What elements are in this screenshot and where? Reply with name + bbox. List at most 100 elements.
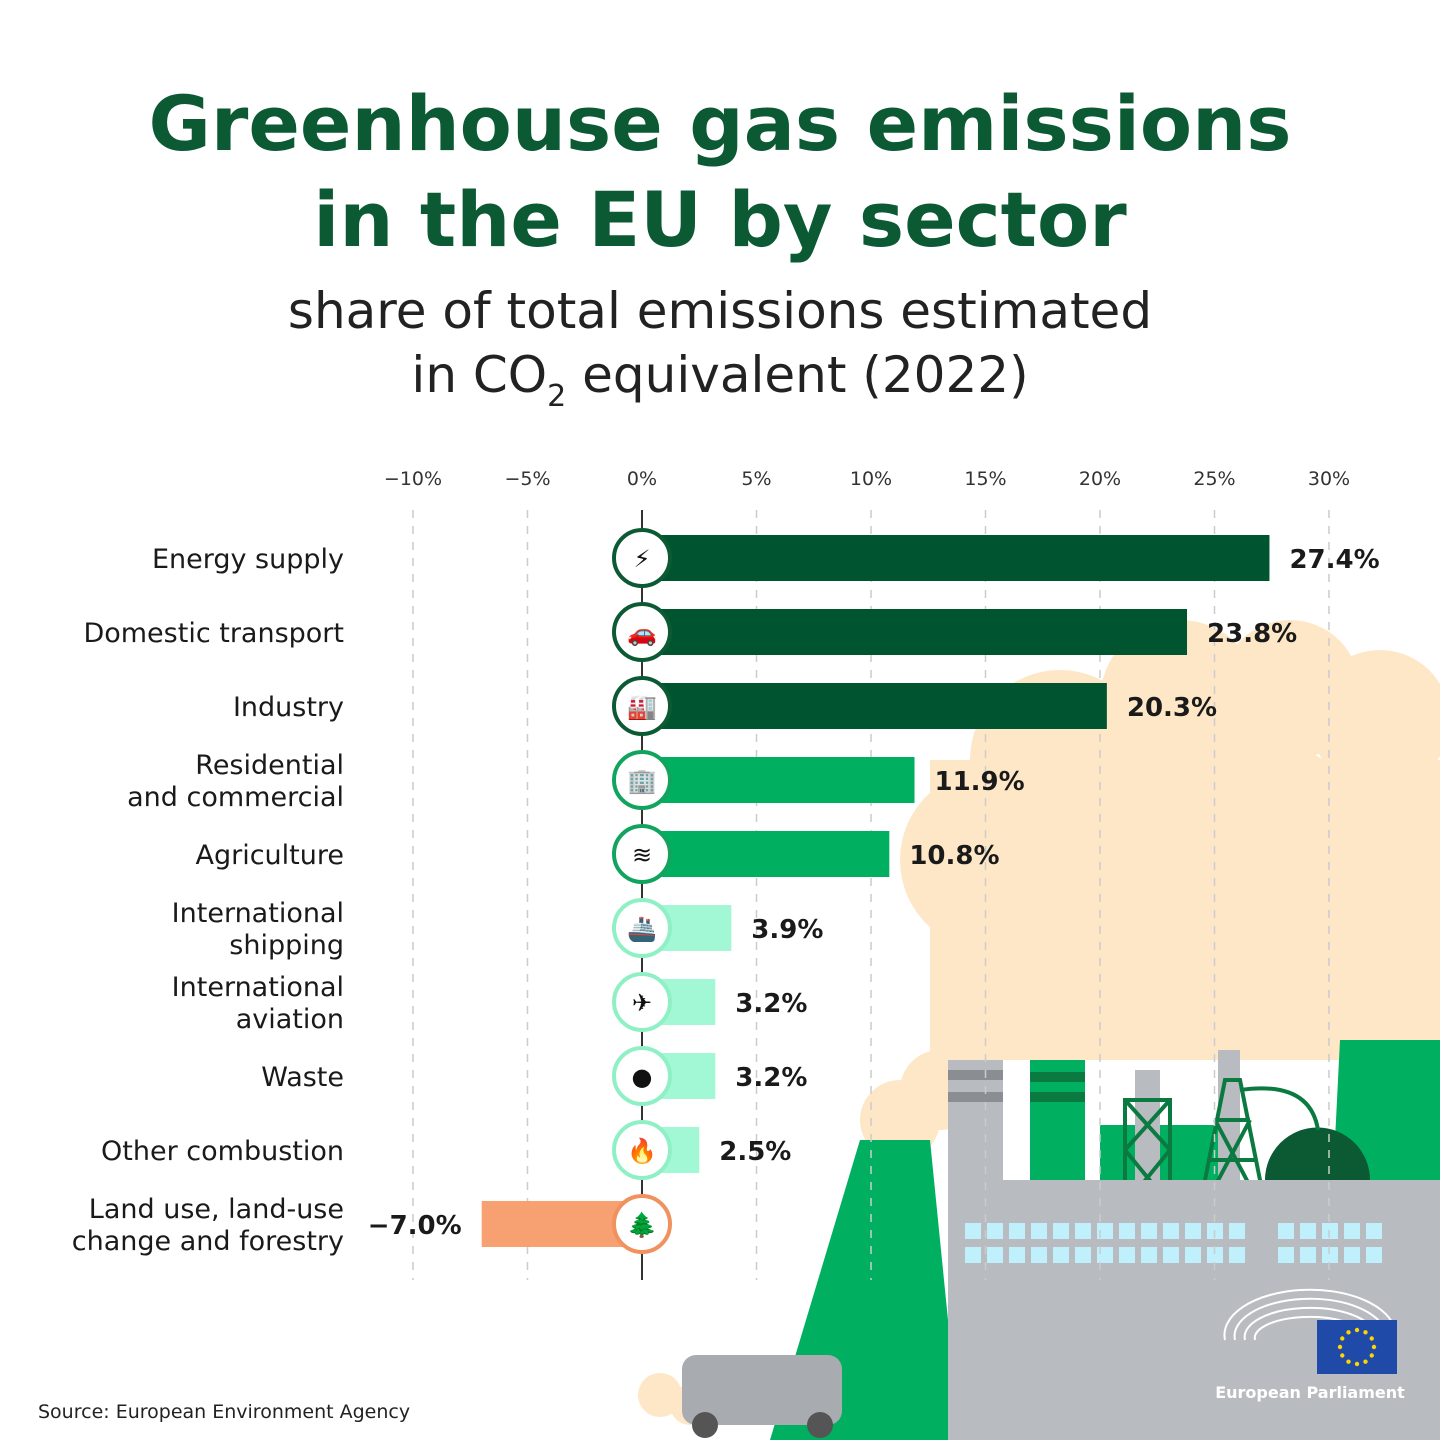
bar xyxy=(642,535,1270,581)
building-icon: 🏢 xyxy=(627,767,657,795)
icon-circle xyxy=(612,602,672,662)
window xyxy=(1163,1247,1179,1263)
window xyxy=(1300,1223,1316,1239)
tree-icon: 🌲 xyxy=(627,1211,657,1239)
icon-circle xyxy=(612,1194,672,1254)
field-icon: ≋ xyxy=(632,841,652,869)
window xyxy=(1031,1247,1047,1263)
category-label: Industry xyxy=(233,692,344,723)
window xyxy=(1031,1223,1047,1239)
window xyxy=(1075,1247,1091,1263)
x-tick-label: 30% xyxy=(1308,468,1350,490)
bar xyxy=(642,757,915,803)
category-label: change and forestry xyxy=(72,1226,344,1257)
icon-circle xyxy=(612,824,672,884)
lightning-icon: ⚡ xyxy=(634,545,651,573)
window xyxy=(987,1247,1003,1263)
flag-star xyxy=(1363,1359,1368,1364)
window xyxy=(1366,1223,1382,1239)
window xyxy=(1322,1223,1338,1239)
value-label: 11.9% xyxy=(935,767,1025,797)
icon-circle xyxy=(612,1046,672,1106)
flag-star xyxy=(1340,1353,1345,1358)
x-tick-label: −10% xyxy=(384,468,442,490)
x-tick-label: 10% xyxy=(850,468,892,490)
flag-star xyxy=(1337,1344,1343,1350)
flag-star xyxy=(1346,1330,1351,1335)
flag-star xyxy=(1354,1327,1360,1333)
category-label: Energy supply xyxy=(152,544,344,575)
window xyxy=(1075,1223,1091,1239)
icon-circle xyxy=(612,750,672,810)
value-label: 3.9% xyxy=(751,915,823,945)
bar-row: ● Waste 3.2% xyxy=(261,1046,807,1106)
flag-star xyxy=(1363,1330,1368,1335)
flag-star xyxy=(1354,1361,1360,1367)
bar-row: ≋ Agriculture 10.8% xyxy=(196,824,1000,884)
category-label: International xyxy=(172,972,344,1003)
icon-circle xyxy=(612,972,672,1032)
airplane-icon: ✈ xyxy=(632,989,652,1017)
category-label: Agriculture xyxy=(196,840,345,871)
x-tick-label: 20% xyxy=(1079,468,1121,490)
icon-circle xyxy=(612,1120,672,1180)
category-label: Domestic transport xyxy=(83,618,344,649)
value-label: 10.8% xyxy=(909,841,999,871)
flag-star xyxy=(1369,1336,1374,1341)
european-parliament-logo: European Parliament xyxy=(1215,1288,1405,1402)
factory-icon: 🏭 xyxy=(627,693,657,721)
window xyxy=(1300,1247,1316,1263)
icon-circle xyxy=(612,528,672,588)
x-tick-label: 15% xyxy=(964,468,1006,490)
window xyxy=(965,1223,981,1239)
window xyxy=(1097,1247,1113,1263)
icon-circle xyxy=(612,676,672,736)
window xyxy=(1141,1223,1157,1239)
flag-star xyxy=(1371,1344,1377,1350)
window xyxy=(1207,1247,1223,1263)
icon-circle xyxy=(612,898,672,958)
window xyxy=(1344,1247,1360,1263)
window xyxy=(1185,1223,1201,1239)
category-label: and commercial xyxy=(127,782,344,813)
window xyxy=(1278,1223,1294,1239)
bar-row: 🏭 Industry 20.3% xyxy=(233,676,1217,736)
window xyxy=(1366,1247,1382,1263)
window xyxy=(1278,1247,1294,1263)
category-label: Other combustion xyxy=(101,1136,344,1167)
x-tick-label: 0% xyxy=(627,468,657,490)
category-label: shipping xyxy=(229,930,344,961)
source-note: Source: European Environment Agency xyxy=(38,1401,410,1423)
bar-row: 🚗 Domestic transport 23.8% xyxy=(83,602,1297,662)
category-label: Land use, land-use xyxy=(89,1194,344,1225)
window xyxy=(1119,1223,1135,1239)
trash-bag-icon: ● xyxy=(632,1063,653,1091)
flag-star xyxy=(1346,1359,1351,1364)
x-tick-label: 5% xyxy=(741,468,771,490)
flag-star xyxy=(1340,1336,1345,1341)
flag-star xyxy=(1369,1353,1374,1358)
window xyxy=(1053,1223,1069,1239)
value-label: 2.5% xyxy=(719,1137,791,1167)
value-label: −7.0% xyxy=(368,1211,462,1241)
window xyxy=(1229,1223,1245,1239)
background-illustration: European Parliament xyxy=(638,620,1440,1440)
window xyxy=(1009,1247,1025,1263)
window xyxy=(965,1247,981,1263)
bar xyxy=(642,683,1107,729)
chart-title-line-2: in the EU by sector xyxy=(313,175,1127,264)
chart-subtitle-line-2: in CO2 equivalent (2022) xyxy=(411,346,1028,414)
window xyxy=(1141,1247,1157,1263)
smoke-clouds xyxy=(638,620,1440,1425)
bar-row: 🔥 Other combustion 2.5% xyxy=(101,1120,791,1180)
category-label: Waste xyxy=(261,1062,344,1093)
flame-icon: 🔥 xyxy=(627,1137,657,1165)
window xyxy=(1163,1223,1179,1239)
category-label: Residential xyxy=(195,750,344,781)
window xyxy=(1009,1223,1025,1239)
window xyxy=(987,1223,1003,1239)
